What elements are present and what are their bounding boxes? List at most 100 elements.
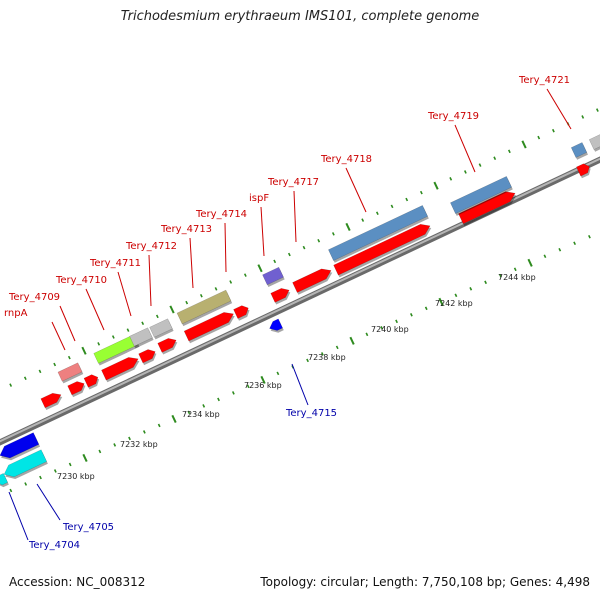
gene-label: Tery_4713 bbox=[160, 224, 212, 235]
ruler-tick-inner bbox=[217, 397, 220, 402]
ruler-tick-outer bbox=[419, 190, 423, 195]
ruler-tick-outer bbox=[493, 156, 497, 161]
cds-feature bbox=[67, 381, 85, 396]
ruler-tick-outer bbox=[9, 383, 13, 387]
gene-label: Tery_4710 bbox=[55, 275, 107, 286]
ruler-tick-inner bbox=[128, 436, 131, 441]
ruler-tick-inner bbox=[142, 430, 146, 434]
ruler-tick-inner bbox=[260, 375, 266, 384]
ruler-tick-outer bbox=[551, 128, 555, 133]
ruler-tick-inner bbox=[82, 453, 88, 463]
gene-label: Tery_4709 bbox=[8, 292, 60, 303]
label-leader-line bbox=[454, 124, 476, 173]
gene-label: Tery_4721 bbox=[518, 75, 570, 86]
label-leader-line bbox=[224, 222, 227, 273]
ruler-tick-outer bbox=[126, 328, 130, 332]
cds-feature bbox=[576, 163, 590, 177]
ruler-tick-outer bbox=[97, 342, 101, 346]
tery-4718-feature bbox=[328, 205, 428, 261]
ruler-tick-inner bbox=[454, 293, 458, 298]
ruler-tick-outer bbox=[243, 273, 247, 277]
ruler-tick-inner bbox=[53, 469, 57, 473]
label-leader-line bbox=[117, 271, 132, 317]
accession-text: Accession: NC_008312 bbox=[9, 575, 146, 589]
ruler-tick-outer bbox=[111, 335, 115, 339]
tery-4721-feature bbox=[570, 142, 588, 158]
label-leader-line bbox=[345, 167, 367, 213]
gene-label: ispF bbox=[249, 193, 269, 204]
label-leader-line bbox=[260, 206, 265, 257]
scale-label: 7240 kbp bbox=[371, 325, 409, 334]
ruler-tick-inner bbox=[365, 332, 369, 337]
ruler-tick-outer bbox=[169, 305, 175, 314]
label-leader-line bbox=[36, 483, 61, 521]
cds-feature bbox=[270, 288, 290, 303]
gene-label: Tery_4712 bbox=[125, 241, 177, 252]
ruler-tick-inner bbox=[202, 404, 206, 408]
ruler-tick-outer bbox=[273, 259, 277, 264]
ruler-tick-outer bbox=[375, 211, 379, 216]
gene-label: Tery_4714 bbox=[195, 209, 247, 220]
cds-feature bbox=[458, 191, 516, 225]
ruler-tick-inner bbox=[39, 475, 42, 480]
ruler-tick-inner bbox=[68, 462, 72, 467]
gene-label: Tery_4715 bbox=[285, 408, 337, 419]
label-leader-line bbox=[189, 237, 194, 289]
tery-4715-feature bbox=[269, 318, 283, 331]
ruler-tick-outer bbox=[199, 293, 203, 298]
scale-label: 7236 kbp bbox=[244, 381, 282, 390]
gene-label: Tery_4711 bbox=[89, 258, 141, 269]
ruler-tick-inner bbox=[349, 336, 355, 345]
ruler-tick-inner bbox=[438, 297, 444, 306]
ruler-tick-outer bbox=[317, 238, 321, 243]
ruler-tick-outer bbox=[507, 149, 511, 154]
ruler-tick-outer bbox=[463, 170, 467, 174]
ruler-tick-inner bbox=[424, 306, 428, 311]
ruler-tick-outer bbox=[185, 300, 189, 305]
label-leader-line bbox=[51, 321, 66, 351]
ruler-tick-outer bbox=[449, 177, 453, 181]
label-leader-line bbox=[291, 363, 309, 406]
ruler-tick-inner bbox=[558, 247, 562, 252]
gene-feature bbox=[0, 473, 8, 486]
ruler-tick-outer bbox=[81, 346, 87, 355]
tery-4719-feature bbox=[450, 176, 512, 214]
tery-4712-feature bbox=[129, 327, 153, 347]
tery-4705-feature bbox=[0, 432, 40, 459]
label-leader-line bbox=[85, 288, 105, 331]
ruler-tick-outer bbox=[302, 245, 306, 250]
gene-label: Tery_4717 bbox=[267, 177, 319, 188]
ruler-tick-inner bbox=[187, 410, 191, 415]
ruler-tick-inner bbox=[157, 423, 161, 428]
ruler-tick-inner bbox=[499, 274, 502, 278]
cds-feature bbox=[101, 357, 139, 381]
ruler-tick-outer bbox=[214, 287, 218, 291]
cds-feature bbox=[83, 374, 99, 388]
ruler-tick-inner bbox=[380, 326, 384, 330]
scale-label: 7230 kbp bbox=[57, 472, 95, 481]
gene-label: Tery_4719 bbox=[427, 111, 479, 122]
ruler-tick-outer bbox=[405, 197, 409, 202]
ruler-tick-outer bbox=[53, 362, 57, 367]
gene-feature bbox=[588, 134, 600, 150]
ruler-tick-inner bbox=[113, 443, 117, 447]
label-leader-line bbox=[148, 254, 152, 307]
ruler-tick-inner bbox=[527, 258, 533, 267]
ruler-tick-outer bbox=[331, 232, 335, 236]
gene-label: rnpA bbox=[4, 308, 28, 319]
cds-feature bbox=[233, 305, 249, 319]
scale-label: 7244 kbp bbox=[498, 273, 536, 282]
ruler-tick-outer bbox=[345, 222, 351, 232]
ruler-tick-inner bbox=[395, 319, 398, 324]
rnpA-feature bbox=[57, 362, 83, 382]
ruler-tick-outer bbox=[581, 115, 585, 119]
ruler-tick-outer bbox=[229, 280, 233, 284]
ruler-tick-inner bbox=[171, 414, 177, 423]
ruler-tick-inner bbox=[543, 254, 547, 259]
ruler-tick-outer bbox=[521, 140, 527, 149]
scale-label: 7234 kbp bbox=[182, 410, 220, 419]
ruler-tick-outer bbox=[478, 163, 482, 167]
ruler-tick-inner bbox=[306, 358, 309, 363]
ruler-tick-inner bbox=[9, 488, 13, 493]
